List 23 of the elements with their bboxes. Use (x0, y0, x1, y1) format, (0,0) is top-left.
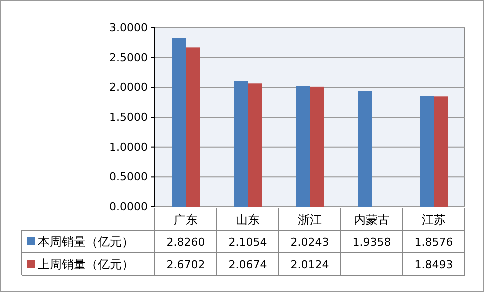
data-label: 2.0243 (290, 236, 330, 249)
x-tick-label: 内蒙古 (354, 213, 390, 227)
y-tick-label: 2.0000 (110, 81, 148, 94)
y-tick-label: 0.0000 (110, 200, 148, 214)
y-tick-label: 3.0000 (110, 22, 148, 35)
y-tick-label: 1.5000 (110, 111, 148, 124)
x-tick-label: 广东 (174, 213, 198, 227)
x-tick-label: 山东 (236, 213, 260, 227)
legend-label: 上周销量（亿元） (38, 258, 134, 272)
y-tick-label: 0.5000 (110, 170, 148, 184)
data-label: 1.9358 (352, 236, 392, 249)
data-label: 2.1054 (228, 236, 268, 249)
x-tick-label: 浙江 (298, 213, 322, 227)
data-label: 1.8576 (414, 236, 454, 249)
data-label: 2.0674 (228, 258, 268, 272)
data-label: 1.8493 (414, 258, 454, 272)
x-tick-label: 江苏 (422, 213, 446, 227)
data-label: 2.0124 (290, 258, 330, 272)
legend-label: 本周销量（亿元） (38, 235, 134, 249)
y-tick-label: 2.5000 (110, 51, 148, 64)
data-label: 2.8260 (166, 236, 206, 249)
y-tick-label: 1.0000 (110, 140, 148, 154)
data-label: 2.6702 (166, 258, 206, 272)
